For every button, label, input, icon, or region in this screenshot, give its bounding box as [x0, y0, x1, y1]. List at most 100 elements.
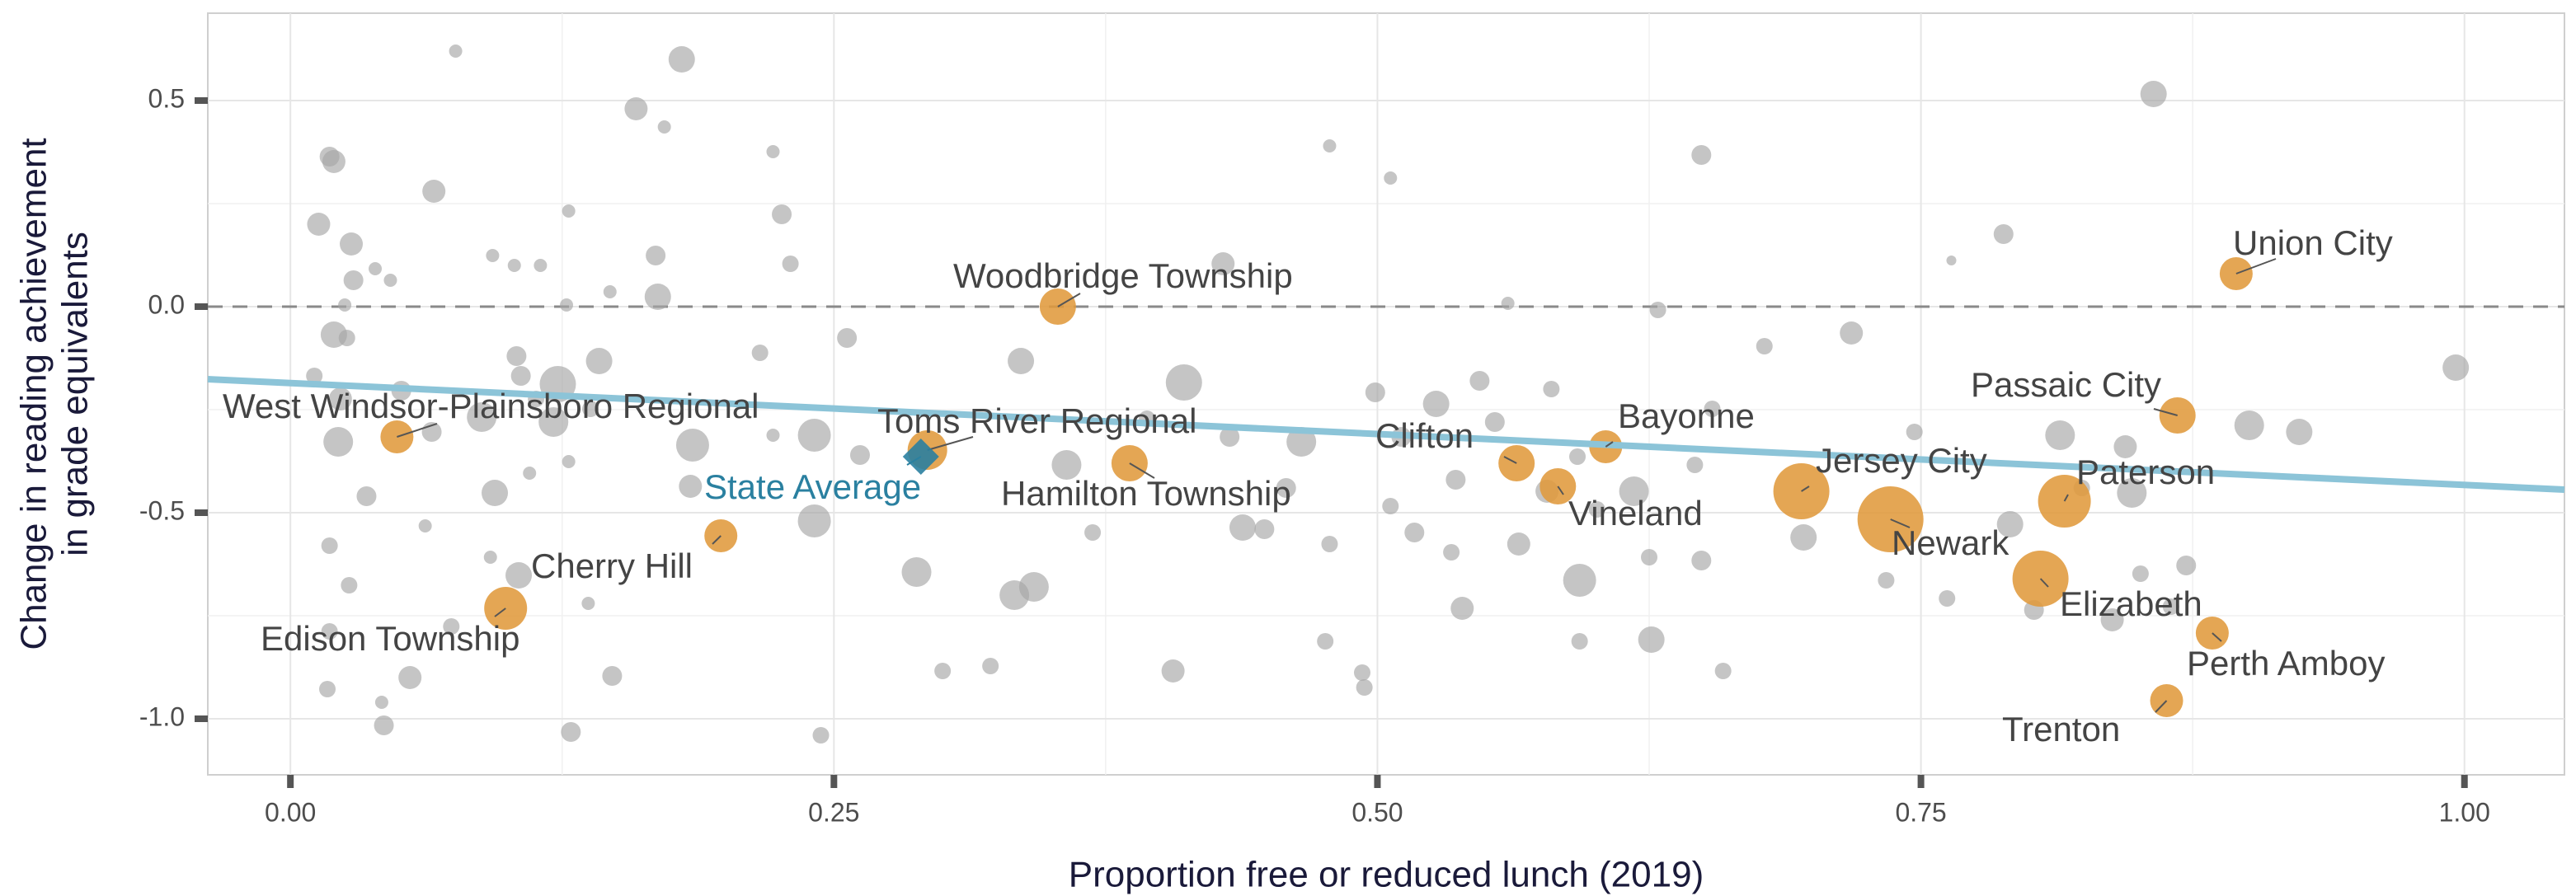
point-label: Union City — [2233, 223, 2393, 262]
y-tick-label: -1.0 — [139, 701, 185, 731]
data-point — [797, 419, 831, 452]
data-point — [1404, 523, 1425, 542]
data-point — [751, 345, 769, 361]
x-tick-label: 1.00 — [2439, 797, 2490, 827]
data-point — [1878, 572, 1895, 589]
data-point — [2234, 410, 2264, 440]
data-point — [772, 204, 792, 224]
data-point — [1571, 633, 1588, 650]
data-point — [369, 262, 383, 275]
state-average-label: State Average — [704, 467, 921, 506]
data-point — [2045, 420, 2075, 450]
leader-line — [1890, 518, 1911, 528]
data-point — [1229, 514, 1256, 541]
data-point — [1996, 511, 2024, 537]
leader-line — [1129, 462, 1155, 479]
leader-line — [1057, 293, 1081, 307]
data-point — [323, 427, 354, 457]
point-label: Clifton — [1375, 416, 1474, 455]
point-label: Hamilton Township — [1001, 474, 1291, 513]
data-point — [1356, 679, 1373, 696]
data-point — [1286, 427, 1317, 457]
data-point — [934, 663, 952, 679]
data-point — [319, 681, 336, 697]
data-point — [1051, 450, 1082, 480]
leader-line — [1503, 456, 1517, 464]
data-point — [1422, 391, 1450, 417]
y-axis-title: Change in reading achievement — [14, 138, 54, 650]
leader-line — [2063, 494, 2069, 502]
data-point — [1484, 412, 1505, 432]
data-point — [1254, 519, 1275, 539]
data-point — [812, 727, 830, 744]
data-point — [560, 298, 574, 312]
data-point — [901, 557, 932, 587]
point-label: Woodbridge Township — [953, 256, 1293, 295]
data-point — [507, 259, 521, 272]
data-point — [1691, 551, 1712, 570]
data-point — [1563, 564, 1596, 597]
data-point — [1384, 171, 1398, 185]
data-point — [1993, 224, 2014, 244]
x-tick-label: 0.75 — [1895, 797, 1946, 827]
data-point — [1161, 659, 1185, 683]
data-point — [449, 45, 463, 58]
data-point — [418, 519, 432, 532]
data-point — [849, 445, 870, 465]
data-point — [534, 259, 548, 272]
data-point — [306, 368, 323, 384]
data-point — [581, 597, 595, 610]
data-point — [2100, 608, 2124, 631]
leader-line — [2153, 408, 2178, 416]
data-point — [505, 562, 533, 589]
data-point — [2140, 81, 2167, 107]
data-point — [1443, 544, 1460, 561]
data-point — [1906, 424, 1923, 440]
x-axis-title: Proportion free or reduced lunch (2019) — [1069, 855, 1704, 895]
data-point — [1211, 252, 1235, 275]
x-tick-label: 0.25 — [808, 797, 859, 827]
data-point — [1323, 139, 1337, 152]
data-point — [1641, 549, 1658, 565]
data-point — [422, 180, 446, 203]
point-label: Passaic City — [1971, 365, 2161, 404]
trend-line — [207, 376, 2565, 493]
data-point — [321, 623, 338, 640]
y-tick-label: 0.0 — [148, 289, 185, 319]
leader-line — [1605, 441, 1614, 448]
y-axis-title: in grade equivalents — [55, 232, 96, 556]
data-point — [657, 120, 671, 134]
data-point — [2113, 435, 2137, 458]
leader-line — [712, 535, 722, 545]
data-point — [1450, 597, 1474, 620]
data-point — [1321, 536, 1338, 552]
data-point — [668, 46, 695, 73]
leader-line — [397, 423, 438, 438]
data-point — [585, 348, 613, 374]
data-point — [443, 618, 460, 635]
data-point — [467, 402, 497, 432]
data-point — [1365, 382, 1385, 402]
x-tick-label: 0.50 — [1351, 797, 1403, 827]
data-point — [328, 387, 352, 410]
data-point — [1165, 364, 1202, 401]
data-point — [523, 467, 537, 480]
point-label: Trenton — [2002, 710, 2120, 748]
data-point — [482, 480, 509, 506]
data-point — [1353, 664, 1370, 681]
leader-line — [2235, 258, 2277, 274]
data-point — [1507, 532, 1530, 556]
data-point — [2162, 598, 2179, 615]
data-point — [561, 722, 581, 742]
data-point — [343, 270, 364, 290]
point-label: Paterson — [2076, 453, 2215, 491]
data-point — [562, 455, 576, 468]
data-point — [1445, 470, 1466, 490]
leader-line — [1801, 486, 1810, 492]
leader-line — [927, 436, 974, 451]
data-point — [2176, 556, 2197, 575]
data-point — [766, 145, 780, 158]
data-point — [679, 475, 703, 498]
data-point — [1840, 321, 1864, 345]
